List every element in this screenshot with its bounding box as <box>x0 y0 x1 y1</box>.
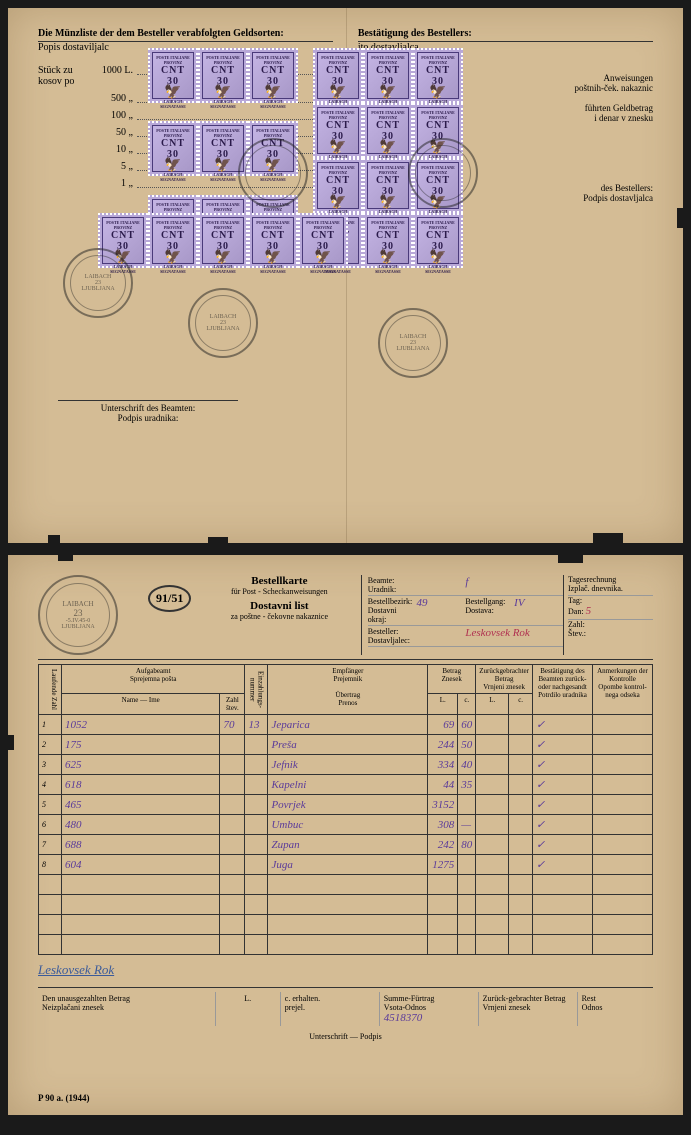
header-left-title: Die Münzliste der dem Besteller verabfol… <box>38 28 333 42</box>
postage-stamp: POSTE ITALIANE PROVINZ CNT 30 🦅 LAIBACH … <box>198 213 248 268</box>
postage-stamp: POSTE ITALIANE PROVINZ CNT 30 🦅 LAIBACH … <box>248 213 298 268</box>
postage-stamp: POSTE ITALIANE PROVINZ CNT 30 🦅 LAIBACH … <box>363 158 413 213</box>
postage-stamp: POSTE ITALIANE PROVINZ CNT 30 🦅 LAIBACH … <box>198 121 248 176</box>
table-row: 7 688 Zupan 242 80 ✓ <box>39 835 653 855</box>
signature-area: Unterschrift des Beamten: Podpis uradnik… <box>48 400 248 423</box>
table-row: 8 604 Juga 1275 ✓ <box>39 855 653 875</box>
col-name: Name — Ime <box>62 694 220 715</box>
table-row <box>39 915 653 935</box>
table-row <box>39 875 653 895</box>
postage-stamp: POSTE ITALIANE PROVINZ CNT 30 🦅 LAIBACH … <box>363 48 413 103</box>
postage-stamp: POSTE ITALIANE PROVINZ CNT 30 🦅 LAIBACH … <box>413 213 463 268</box>
form-id: P 90 a. (1944) <box>38 1093 90 1103</box>
signature-name: Leskovsek Rok <box>38 962 114 977</box>
table-row: 1 1052 70 13 Jeparica 69 60 ✓ <box>39 715 653 735</box>
right-fields: Tagesrechnung Izplač. dnevnika. Tag: Dan… <box>563 575 653 655</box>
col-laufende: Laufende Zahl <box>39 665 62 715</box>
bottom-header: LAIBACH 23 -5.IV.45-0 LJUBLJANA 91/51 Be… <box>38 575 653 660</box>
table-row: 2 175 Preša 244 50 ✓ <box>39 735 653 755</box>
footer-sig-label: Unterschrift — Podpis <box>38 1032 653 1041</box>
footer-row: Den unausgezahlten Betrag Neizplačani zn… <box>38 987 653 1026</box>
table-row: 6 480 Umbuc 308 — ✓ <box>39 815 653 835</box>
table-row: 5 465 Povrjek 3152 ✓ <box>39 795 653 815</box>
stamp-grid-bottom: POSTE ITALIANE PROVINZ CNT 30 🦅 LAIBACH … <box>98 213 348 268</box>
col-empfanger: EmpfängerPrejemnikÜbertragPrenos <box>268 665 428 715</box>
bottom-document: LAIBACH 23 -5.IV.45-0 LJUBLJANA 91/51 Be… <box>8 555 683 1115</box>
col-bestatigung: Bestätigung des Beamten zurück- oder nac… <box>533 665 593 715</box>
table-row: 4 618 Kapelni 44 35 ✓ <box>39 775 653 795</box>
top-document: Die Münzliste der dem Besteller verabfol… <box>8 8 683 543</box>
postage-stamp: POSTE ITALIANE PROVINZ CNT 30 🦅 LAIBACH … <box>363 213 413 268</box>
postage-stamp: POSTE ITALIANE PROVINZ CNT 30 🦅 LAIBACH … <box>363 103 413 158</box>
table-row <box>39 935 653 955</box>
postage-stamp: POSTE ITALIANE PROVINZ CNT 30 🦅 LAIBACH … <box>313 48 363 103</box>
stamps-block: POSTE ITALIANE PROVINZ CNT 30 🦅 LAIBACH … <box>148 48 548 268</box>
table-row: 3 625 Jefnik 334 40 ✓ <box>39 755 653 775</box>
postmark-icon: LAIBACH 23 LJUBLJANA <box>188 288 258 358</box>
postage-stamp: POSTE ITALIANE PROVINZ CNT 30 🦅 LAIBACH … <box>248 121 298 176</box>
col-zuruck: Zurückgebrachter BetragVrnjeni znesek <box>476 665 533 694</box>
postmark-icon: LAIBACH 23 LJUBLJANA <box>378 308 448 378</box>
col-zahl: Zahlštev. <box>220 694 245 715</box>
postage-stamp: POSTE ITALIANE PROVINZ CNT 30 🦅 LAIBACH … <box>413 158 463 213</box>
postage-stamp: POSTE ITALIANE PROVINZ CNT 30 🦅 LAIBACH … <box>413 48 463 103</box>
postage-stamp: POSTE ITALIANE PROVINZ CNT 30 🦅 LAIBACH … <box>198 48 248 103</box>
postage-stamp: POSTE ITALIANE PROVINZ CNT 30 🦅 LAIBACH … <box>313 103 363 158</box>
title-block: Bestellkarte für Post - Scheckanweisunge… <box>198 575 361 655</box>
postage-stamp: POSTE ITALIANE PROVINZ CNT 30 🦅 LAIBACH … <box>148 48 198 103</box>
circled-number: 91/51 <box>148 585 191 612</box>
postage-stamp: POSTE ITALIANE PROVINZ CNT 30 🦅 LAIBACH … <box>313 158 363 213</box>
header-fields: Beamte:Uradnik: f Bestellbezirk:Dostavni… <box>361 575 563 655</box>
col-anmerk: Anmerkungen der KontrolleOpombe kontrol-… <box>593 665 653 715</box>
col-betrag: BetragZnesek <box>428 665 476 694</box>
postage-stamp: POSTE ITALIANE PROVINZ CNT 30 🦅 LAIBACH … <box>98 213 148 268</box>
postage-stamp: POSTE ITALIANE PROVINZ CNT 30 🦅 LAIBACH … <box>413 103 463 158</box>
main-table: Laufende Zahl AufgabeamtSprejemna pošta … <box>38 664 653 955</box>
col-aufgabeamt: AufgabeamtSprejemna pošta <box>62 665 245 694</box>
header-right-title: Bestätigung des Bestellers: <box>358 28 653 42</box>
postage-stamp: POSTE ITALIANE PROVINZ CNT 30 🦅 LAIBACH … <box>148 121 198 176</box>
postage-stamp: POSTE ITALIANE PROVINZ CNT 30 🦅 LAIBACH … <box>248 48 298 103</box>
postage-stamp: POSTE ITALIANE PROVINZ CNT 30 🦅 LAIBACH … <box>148 213 198 268</box>
table-row <box>39 895 653 915</box>
postmark-icon: LAIBACH 23 -5.IV.45-0 LJUBLJANA <box>38 575 118 655</box>
col-einzahl: Einzahlungs-nummer <box>245 665 268 715</box>
postage-stamp: POSTE ITALIANE PROVINZ CNT 30 🦅 LAIBACH … <box>298 213 348 268</box>
